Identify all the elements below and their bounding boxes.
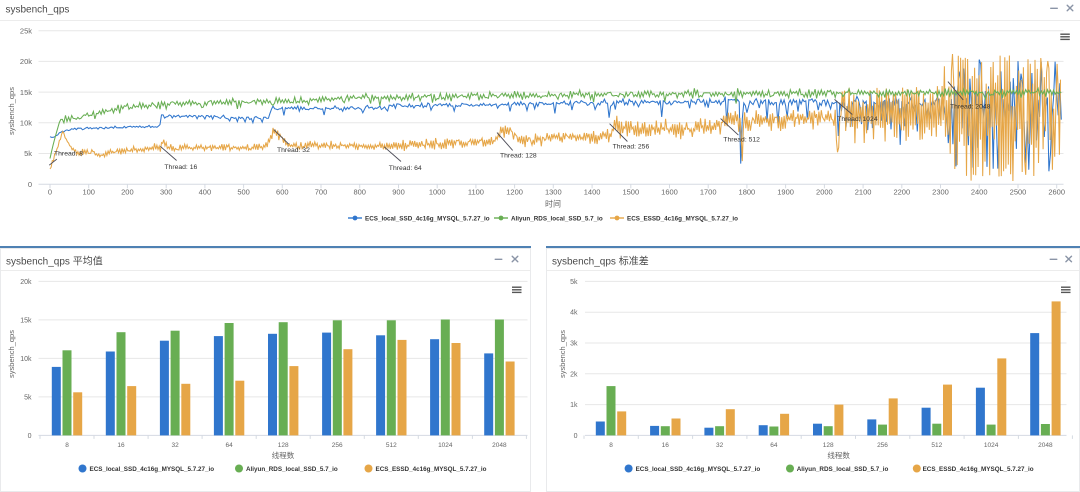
svg-text:16: 16 — [662, 442, 670, 449]
svg-text:ECS_local_SSD_4c16g_MYSQL_5.7.: ECS_local_SSD_4c16g_MYSQL_5.7.27_io — [365, 216, 490, 223]
svg-text:0: 0 — [574, 433, 578, 440]
svg-text:8: 8 — [65, 442, 69, 449]
svg-text:2500: 2500 — [1010, 188, 1027, 197]
svg-text:2048: 2048 — [1038, 442, 1053, 449]
svg-text:1200: 1200 — [506, 188, 523, 197]
svg-text:ECS_local_SSD_4c16g_MYSQL_5.7.: ECS_local_SSD_4c16g_MYSQL_5.7.27_io — [90, 466, 215, 473]
svg-text:sysbench_qps: sysbench_qps — [7, 87, 16, 135]
svg-text:时间: 时间 — [545, 199, 561, 209]
svg-text:4k: 4k — [570, 310, 578, 317]
svg-text:sysbench_qps: sysbench_qps — [7, 330, 16, 378]
svg-text:15k: 15k — [20, 317, 32, 324]
svg-text:Thread: 512: Thread: 512 — [723, 137, 760, 144]
svg-text:1300: 1300 — [545, 188, 562, 197]
svg-text:1800: 1800 — [739, 188, 756, 197]
svg-text:sysbench_qps 标准差: sysbench_qps 标准差 — [552, 255, 649, 268]
svg-text:sysbench_qps: sysbench_qps — [6, 5, 70, 16]
svg-text:16: 16 — [117, 442, 125, 449]
svg-text:2400: 2400 — [971, 188, 988, 197]
svg-text:2600: 2600 — [1048, 188, 1065, 197]
svg-text:Thread: 8: Thread: 8 — [54, 151, 83, 158]
svg-text:Thread: 128: Thread: 128 — [500, 153, 537, 160]
svg-text:1900: 1900 — [777, 188, 794, 197]
svg-text:400: 400 — [199, 188, 212, 197]
svg-text:ECS_ESSD_4c16g_MYSQL_5.7.27_io: ECS_ESSD_4c16g_MYSQL_5.7.27_io — [627, 216, 738, 223]
svg-text:Thread: 256: Thread: 256 — [613, 144, 650, 151]
svg-text:ECS_local_SSD_4c16g_MYSQL_5.7.: ECS_local_SSD_4c16g_MYSQL_5.7.27_io — [636, 466, 761, 473]
svg-text:1024: 1024 — [438, 442, 453, 449]
svg-text:1600: 1600 — [661, 188, 678, 197]
svg-text:0: 0 — [28, 433, 32, 440]
svg-text:20k: 20k — [20, 279, 32, 286]
svg-text:128: 128 — [823, 442, 834, 449]
svg-text:0: 0 — [28, 180, 32, 189]
svg-text:1100: 1100 — [468, 188, 484, 197]
svg-text:2k: 2k — [570, 371, 578, 378]
svg-text:32: 32 — [716, 442, 724, 449]
svg-text:1000: 1000 — [429, 188, 446, 197]
svg-text:256: 256 — [332, 442, 343, 449]
svg-text:Aliyun_RDS_local_SSD_5.7_io: Aliyun_RDS_local_SSD_5.7_io — [246, 466, 338, 473]
svg-text:700: 700 — [315, 188, 328, 197]
svg-text:1400: 1400 — [584, 188, 601, 197]
svg-text:Aliyun_RDS_local_SSD_5.7_io: Aliyun_RDS_local_SSD_5.7_io — [797, 466, 889, 473]
svg-text:100: 100 — [82, 188, 95, 197]
svg-text:Thread: 1024: Thread: 1024 — [837, 116, 878, 123]
svg-text:200: 200 — [121, 188, 134, 197]
svg-text:ECS_ESSD_4c16g_MYSQL_5.7.27_io: ECS_ESSD_4c16g_MYSQL_5.7.27_io — [376, 466, 487, 473]
svg-text:2200: 2200 — [893, 188, 910, 197]
svg-text:512: 512 — [386, 442, 397, 449]
svg-text:5k: 5k — [570, 279, 578, 286]
svg-text:2048: 2048 — [492, 442, 507, 449]
svg-text:25k: 25k — [20, 26, 32, 35]
svg-text:128: 128 — [278, 442, 289, 449]
svg-text:2300: 2300 — [932, 188, 949, 197]
svg-text:15k: 15k — [20, 88, 32, 97]
svg-text:300: 300 — [160, 188, 173, 197]
svg-text:ECS_ESSD_4c16g_MYSQL_5.7.27_io: ECS_ESSD_4c16g_MYSQL_5.7.27_io — [923, 466, 1034, 473]
svg-text:0: 0 — [48, 188, 52, 197]
svg-text:Thread: 16: Thread: 16 — [164, 164, 197, 171]
svg-text:Thread: 64: Thread: 64 — [389, 165, 422, 172]
svg-text:2100: 2100 — [855, 188, 872, 197]
svg-text:1700: 1700 — [700, 188, 717, 197]
svg-text:sysbench_qps 平均值: sysbench_qps 平均值 — [6, 255, 103, 268]
svg-text:500: 500 — [237, 188, 250, 197]
svg-text:8: 8 — [609, 442, 613, 449]
svg-text:256: 256 — [877, 442, 888, 449]
svg-text:512: 512 — [931, 442, 942, 449]
svg-text:64: 64 — [770, 442, 778, 449]
svg-text:600: 600 — [276, 188, 289, 197]
svg-text:5k: 5k — [24, 394, 32, 401]
svg-text:20k: 20k — [20, 57, 32, 66]
svg-text:10k: 10k — [20, 356, 32, 363]
svg-text:Aliyun_RDS_local_SSD_5.7_io: Aliyun_RDS_local_SSD_5.7_io — [511, 216, 603, 223]
svg-text:64: 64 — [225, 442, 233, 449]
svg-text:Thread: 32: Thread: 32 — [277, 147, 310, 154]
svg-text:Thread: 2048: Thread: 2048 — [950, 103, 991, 110]
svg-text:800: 800 — [353, 188, 366, 197]
svg-text:3k: 3k — [570, 341, 578, 348]
svg-text:900: 900 — [392, 188, 405, 197]
svg-text:sysbench_qps: sysbench_qps — [558, 330, 567, 378]
svg-text:1k: 1k — [570, 402, 578, 409]
svg-text:线程数: 线程数 — [272, 450, 295, 460]
svg-text:1500: 1500 — [622, 188, 639, 197]
svg-text:32: 32 — [171, 442, 179, 449]
svg-text:线程数: 线程数 — [827, 450, 850, 460]
svg-text:5k: 5k — [24, 149, 32, 158]
svg-text:1024: 1024 — [984, 442, 999, 449]
svg-text:10k: 10k — [20, 119, 32, 128]
svg-text:2000: 2000 — [816, 188, 833, 197]
